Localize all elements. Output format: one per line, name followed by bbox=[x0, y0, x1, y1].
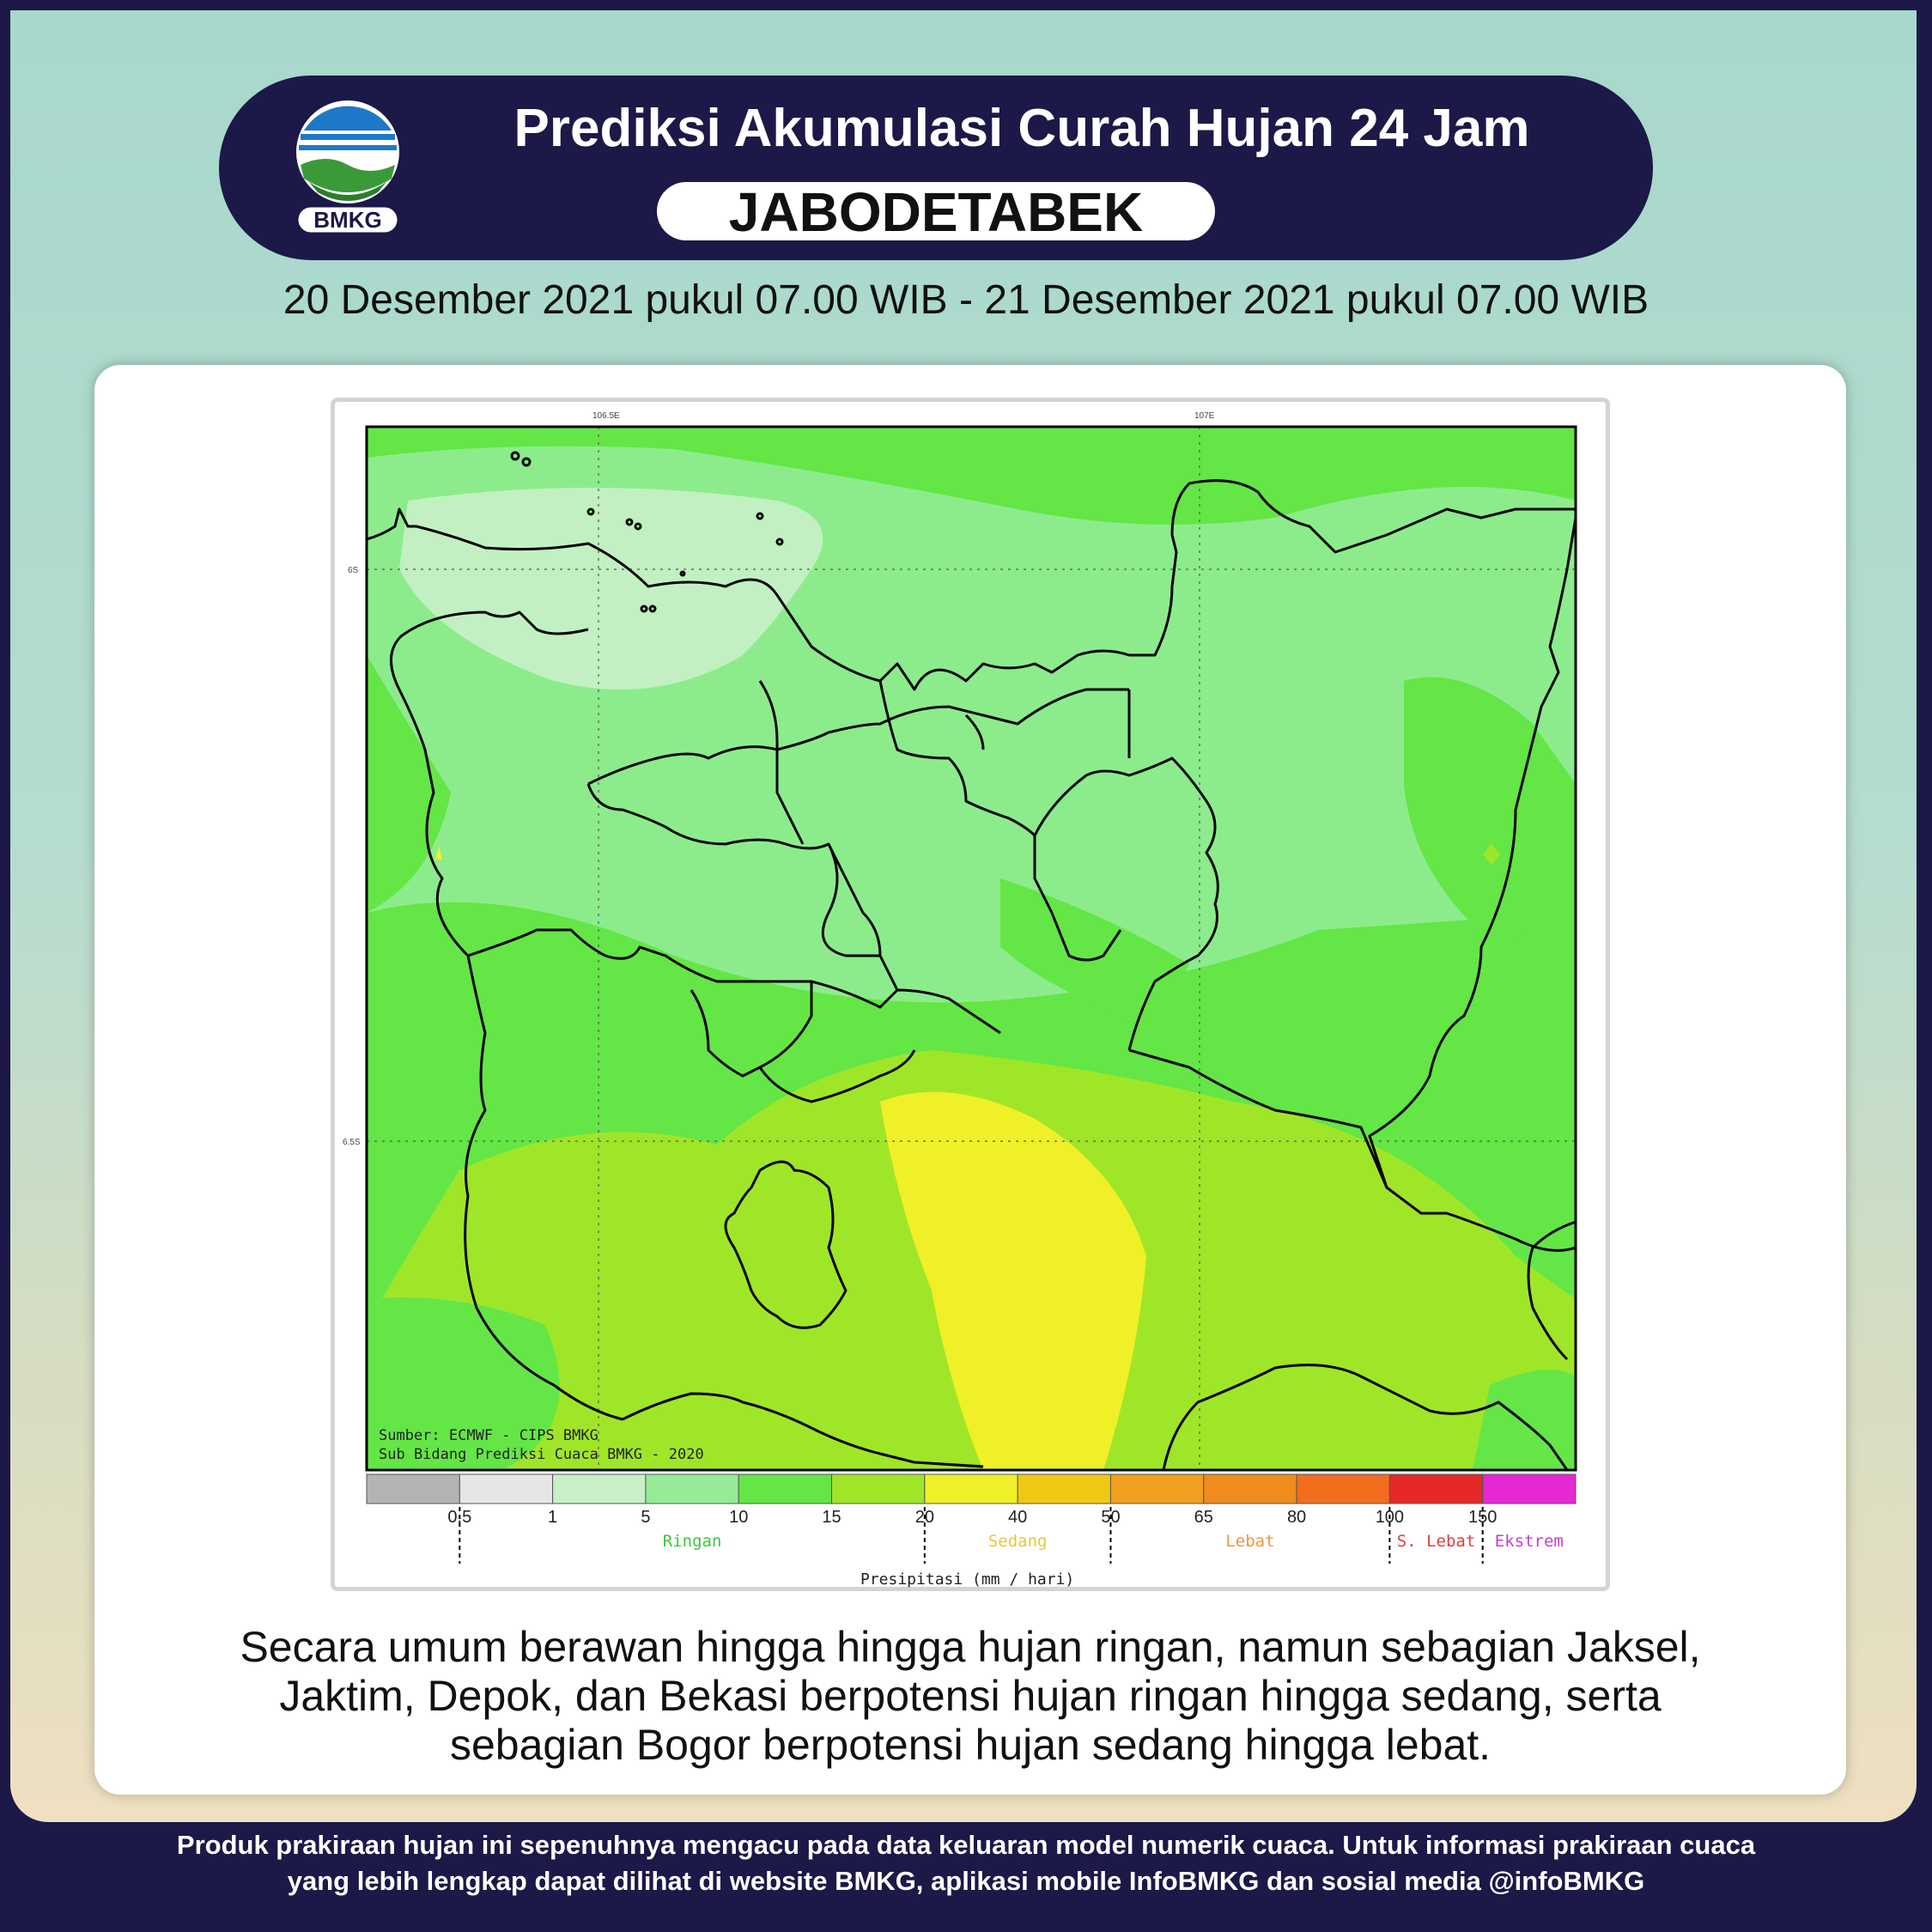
legend-category-label: Lebat bbox=[1225, 1532, 1274, 1551]
date-range: 20 Desember 2021 pukul 07.00 WIB - 21 De… bbox=[283, 277, 1649, 323]
legend-category-label: Ringan bbox=[663, 1532, 722, 1551]
legend-tick-label: 1 bbox=[548, 1508, 557, 1527]
legend-swatch bbox=[645, 1473, 739, 1504]
lon-label: 107E bbox=[1194, 411, 1215, 421]
source-text: Sub Bidang Prediksi Cuaca BMKG - 2020 bbox=[379, 1446, 704, 1463]
legend-swatch bbox=[738, 1473, 833, 1504]
source-text: Sumber: ECMWF - CIPS BMKG bbox=[379, 1427, 598, 1444]
graticule bbox=[367, 427, 1576, 1470]
legend-swatch bbox=[924, 1473, 1018, 1504]
legend-tick-label: 15 bbox=[822, 1508, 841, 1527]
footer-disclaimer: Produk prakiraan hujan ini sepenuhnya me… bbox=[0, 1827, 1932, 1899]
legend-tick-label: 65 bbox=[1194, 1508, 1213, 1527]
legend-category-label: S. Lebat bbox=[1397, 1532, 1476, 1551]
region-label: JABODETABEK bbox=[657, 182, 1215, 242]
legend-tick-label: 10 bbox=[729, 1508, 748, 1527]
lat-label: 6.5S bbox=[343, 1138, 361, 1147]
page-title: Prediksi Akumulasi Curah Hujan 24 Jam bbox=[513, 99, 1530, 158]
summary-line: sebagian Bogor berpotensi hujan sedang h… bbox=[449, 1721, 1492, 1769]
footer-line: yang lebih lengkap dapat dilihat di webs… bbox=[287, 1866, 1645, 1896]
rainfall-map: 106.5E 107E 6S 6.5S Sumber: ECMWF - CIPS… bbox=[343, 411, 1577, 1589]
legend-axis-label: Presipitasi (mm / hari) bbox=[860, 1571, 1074, 1589]
summary-line: Secara umum berawan hingga hingga hujan … bbox=[240, 1623, 1701, 1671]
logo-text: BMKG bbox=[313, 207, 381, 233]
legend-swatch bbox=[1296, 1473, 1390, 1504]
legend-category-label: Sedang bbox=[988, 1532, 1048, 1551]
legend-category-label: Ekstrem bbox=[1495, 1532, 1564, 1551]
admin-boundaries bbox=[366, 451, 1577, 1471]
legend-swatch bbox=[1482, 1473, 1577, 1504]
legend-tick-label: 5 bbox=[641, 1508, 650, 1527]
legend-swatch bbox=[459, 1473, 554, 1504]
legend-swatch bbox=[831, 1473, 926, 1504]
legend-swatch bbox=[366, 1473, 460, 1504]
legend-swatch bbox=[1388, 1473, 1484, 1504]
plot-border bbox=[365, 425, 1577, 1472]
lat-label: 6S bbox=[348, 566, 359, 575]
summary-line: Jaktim, Depok, dan Bekasi berpotensi huj… bbox=[279, 1672, 1662, 1720]
forecast-summary: Secara umum berawan hingga hingga hujan … bbox=[129, 1623, 1812, 1770]
legend-swatch bbox=[1109, 1473, 1205, 1504]
lon-label: 106.5E bbox=[592, 411, 620, 421]
footer-line: Produk prakiraan hujan ini sepenuhnya me… bbox=[176, 1830, 1756, 1860]
legend-tick-label: 40 bbox=[1008, 1508, 1027, 1527]
legend-swatch bbox=[1203, 1473, 1297, 1504]
legend-tick-label: 80 bbox=[1287, 1508, 1306, 1527]
legend-swatch bbox=[552, 1473, 647, 1504]
legend-swatch bbox=[1017, 1473, 1111, 1504]
precipitation-field bbox=[367, 427, 1576, 1470]
bmkg-logo: BMKG bbox=[295, 100, 400, 235]
